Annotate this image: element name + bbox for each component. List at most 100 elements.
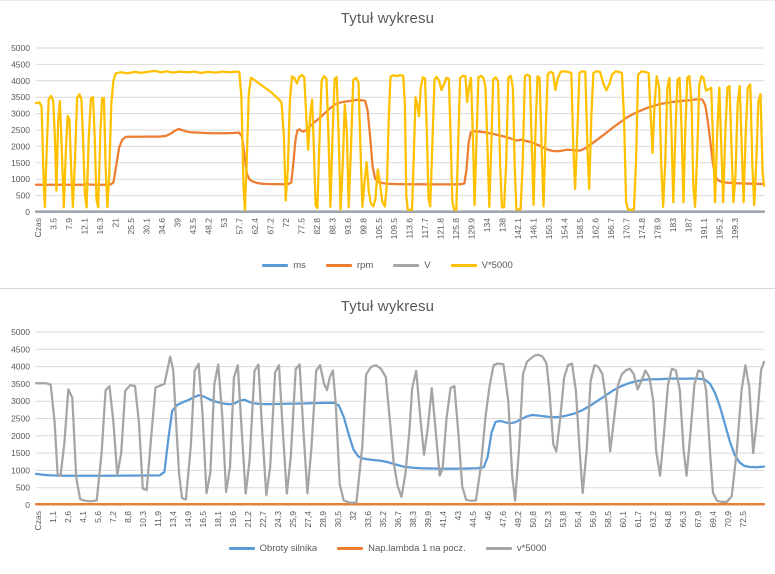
x-tick-label: 47,6: [498, 511, 508, 528]
legend: ms rpm V V*5000: [0, 260, 775, 271]
legend-swatch-ms: [262, 264, 289, 267]
x-tick-label: 121.8: [436, 218, 446, 240]
x-tick-label: 53,8: [558, 511, 568, 528]
x-tick-label: 67,9: [693, 511, 703, 528]
y-tick-label: 3000: [11, 396, 30, 406]
x-tick-label: 30,5: [333, 511, 343, 528]
x-tick-label: 77.5: [296, 218, 306, 235]
legend-label: V*5000: [481, 260, 513, 271]
x-tick-label: 19,6: [228, 511, 238, 528]
y-tick-label: 2000: [11, 431, 30, 441]
y-tick-label: 2000: [11, 141, 30, 151]
x-tick-label: 36,7: [393, 511, 403, 528]
x-tick-label: 93.6: [343, 218, 353, 235]
legend-swatch-V*5000: [450, 264, 477, 267]
x-tick-label: 53: [219, 218, 229, 228]
x-tick-label: 5,6: [93, 511, 103, 523]
y-tick-label: 4500: [11, 344, 30, 354]
y-tick-label: 1000: [11, 465, 30, 475]
x-tick-label: 88.3: [327, 218, 337, 235]
x-tick-label: 69,4: [708, 511, 718, 528]
x-tick-label: 8,8: [123, 511, 133, 523]
x-tick-label: 21,2: [243, 511, 253, 528]
y-tick-label: 4500: [11, 59, 30, 69]
x-tick-label: 150.3: [544, 218, 554, 240]
x-tick-label: 44,5: [468, 511, 478, 528]
x-tick-label: 174.8: [637, 218, 647, 240]
y-tick-label: 3500: [11, 379, 30, 389]
bottom-chart[interactable]: 0 500 1000 1500 2000 2500 3000 3500 4000 4500 5000…: [0, 289, 775, 574]
y-tick-label: 4000: [11, 362, 30, 372]
x-tick-label: 48.2: [203, 218, 213, 235]
x-tick-label: 134: [482, 218, 492, 232]
legend-swatch-Nap.lambda 1 na pocz.: [337, 547, 364, 550]
x-tick-label: 56,9: [588, 511, 598, 528]
chart-title[interactable]: Tytuł wykresu: [340, 298, 435, 315]
y-tick-label: 3500: [11, 92, 30, 102]
x-tick-label: 2,6: [63, 511, 73, 523]
legend-item-V*5000[interactable]: V*5000: [450, 260, 513, 271]
x-tick-label: 50,8: [528, 511, 538, 528]
x-tick-label: 27,4: [303, 511, 313, 528]
legend-label: v*5000: [516, 543, 547, 554]
x-tick-label: 72,5: [738, 511, 748, 528]
x-tick-label: 11,9: [153, 511, 163, 527]
legend-swatch-V: [393, 264, 420, 267]
series-V*5000[interactable]: [34, 69, 766, 211]
x-tick-label: 63,2: [648, 511, 658, 528]
x-tick-label: 109.5: [389, 218, 399, 240]
x-tick-label: 178.9: [653, 218, 663, 240]
x-tick-label: 70,9: [723, 511, 733, 528]
y-tick-label: 4000: [11, 76, 30, 86]
series-v*5000[interactable]: [34, 353, 766, 504]
x-tick-label: 4,1: [78, 511, 88, 523]
y-tick-label: 1500: [11, 158, 30, 168]
legend-item-Obroty silnika[interactable]: Obroty silnika: [228, 543, 317, 554]
y-tick-label: 0: [25, 207, 30, 217]
x-tick-label: 66,3: [678, 511, 688, 528]
y-tick-label: 0: [25, 500, 30, 510]
x-tick-label: 25,9: [288, 511, 298, 528]
x-tick-label: 199.3: [730, 218, 740, 240]
top-chart[interactable]: 0 500 1000 1500 2000 2500 3000 3500 4000 4500 5000…: [0, 0, 775, 289]
x-tick-label: 57.7: [234, 218, 244, 235]
y-tick-label: 2500: [11, 414, 30, 424]
x-tick-label: 105.5: [374, 218, 384, 240]
legend-label: V: [424, 260, 431, 271]
x-tick-label: 158.5: [575, 218, 585, 240]
x-tick-label: 142.1: [513, 218, 523, 240]
plot-area-bottom: 0 500 1000 1500 2000 2500 3000 3500 4000 4500 5000…: [11, 327, 766, 530]
x-tick-label: 183: [668, 218, 678, 232]
x-tick-label: 113.6: [405, 218, 415, 239]
legend-item-rpm[interactable]: rpm: [325, 260, 373, 271]
x-tick-label: 39,9: [423, 511, 433, 528]
legend-item-Nap.lambda 1 na pocz.[interactable]: Nap.lambda 1 na pocz.: [337, 543, 466, 554]
x-tick-label: 154.4: [560, 218, 570, 240]
plot-area-top: 0 500 1000 1500 2000 2500 3000 3500 4000 4500 5000…: [11, 43, 766, 240]
chart-title[interactable]: Tytuł wykresu: [340, 10, 435, 27]
legend-item-V[interactable]: V: [393, 260, 431, 271]
x-tick-label: 58,5: [603, 511, 613, 528]
y-tick-label: 500: [16, 483, 30, 493]
x-tick-label: 55,4: [573, 511, 583, 528]
x-tick-label: 49,2: [513, 511, 523, 528]
x-tick-label: 72: [281, 218, 291, 228]
x-tick-label: Czas: [33, 511, 43, 530]
legend-item-v*5000[interactable]: v*5000: [485, 543, 547, 554]
y-tick-label: 5000: [11, 327, 30, 337]
x-tick-label: 52,3: [543, 511, 553, 528]
x-tick-label: 16,5: [198, 511, 208, 528]
x-tick-label: 166.7: [606, 218, 616, 240]
y-tick-label: 5000: [11, 43, 30, 53]
x-tick-label: 64,8: [663, 511, 673, 528]
y-tick-label: 3000: [11, 109, 30, 119]
x-tick-label: 30.1: [141, 218, 151, 235]
x-tick-label: 10,3: [138, 511, 148, 528]
x-tick-label: 43: [453, 511, 463, 521]
x-tick-label: 28,9: [318, 511, 328, 528]
x-tick-label: 61,7: [633, 511, 643, 528]
x-tick-label: 32: [348, 511, 358, 521]
legend-item-ms[interactable]: ms: [262, 260, 306, 271]
legend-swatch-Obroty silnika: [228, 547, 255, 550]
x-tick-label: 7.9: [64, 218, 74, 230]
